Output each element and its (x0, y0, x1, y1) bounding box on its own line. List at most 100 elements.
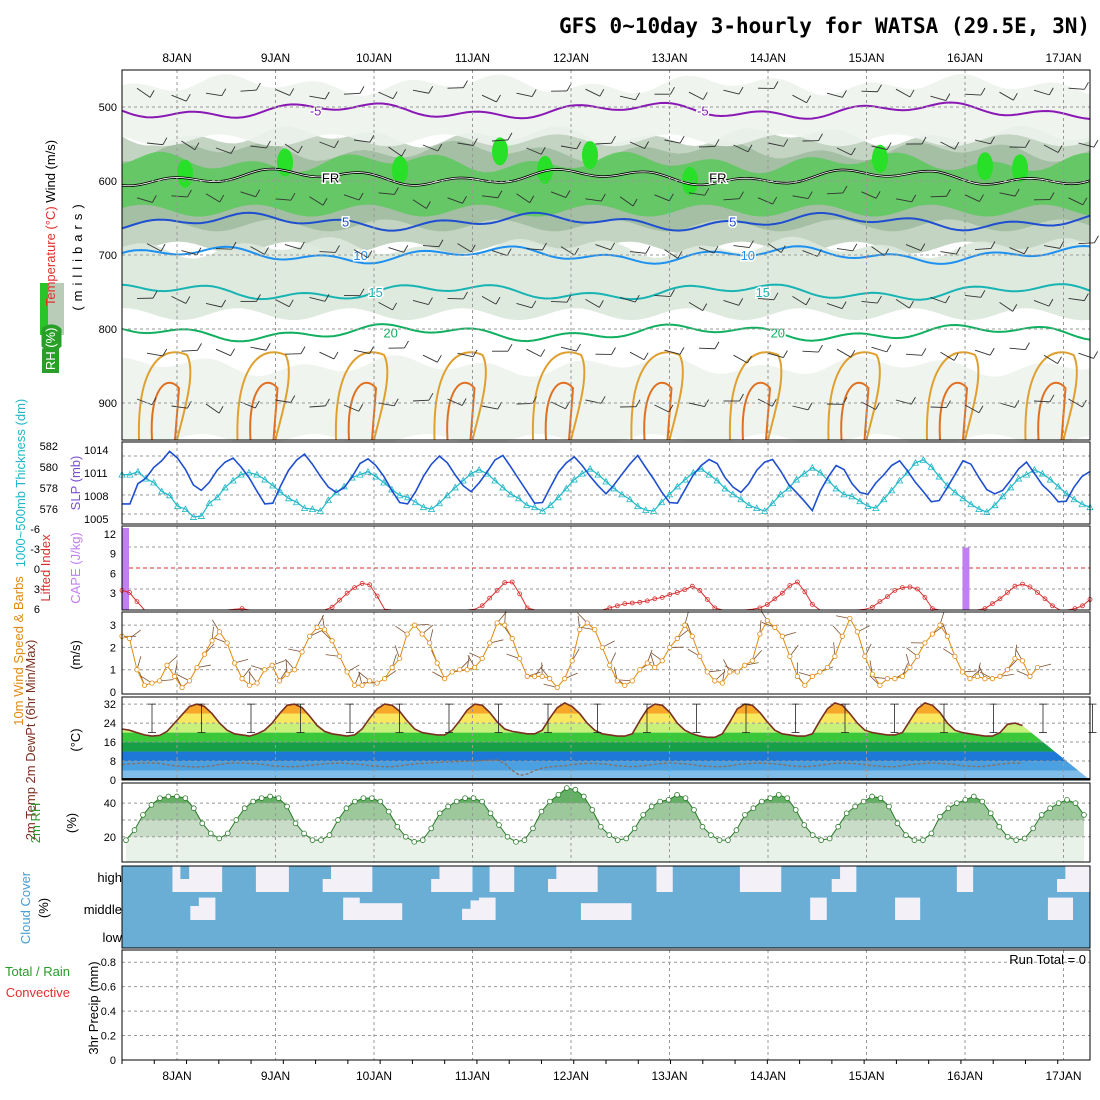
cloud-bar-middle (1013, 892, 1023, 920)
wind-speed-point (787, 653, 793, 659)
rh-point (487, 810, 494, 817)
thickness-point (1006, 483, 1015, 491)
cloud-bar-high (931, 866, 941, 892)
temp-band (122, 704, 1090, 714)
svg-text:SLP (mb): SLP (mb) (68, 456, 83, 511)
wind-speed-point (607, 662, 613, 668)
wind-speed-point (832, 653, 838, 659)
cloud-bar-low (835, 920, 845, 948)
cloud-bar-middle (962, 892, 972, 920)
thickness-point (1078, 500, 1086, 508)
wind-barb-flag (149, 90, 155, 98)
cloud-bar-low (1065, 920, 1074, 948)
rh-point (352, 798, 358, 805)
wind-speed-point (569, 658, 575, 664)
wind-speed-point (359, 682, 365, 688)
rh-point (386, 808, 392, 815)
cloud-bar-low (1073, 920, 1083, 948)
svg-text:2m Temp 2m DewPt (6hr Min/Max): 2m Temp 2m DewPt (6hr Min/Max) (23, 640, 38, 841)
cloud-bar-middle (444, 892, 454, 920)
wind-barb-flag (529, 195, 535, 203)
wind-barb (319, 351, 335, 360)
wind-barb-flag (219, 194, 225, 203)
isotherm-line (121, 211, 1091, 232)
cloud-bar-middle (555, 892, 564, 920)
wind-barb-flag (540, 147, 546, 155)
cloud-bar-high (238, 866, 248, 892)
isotherm-label: FR (322, 170, 339, 185)
wind-barb-flag (668, 404, 674, 413)
cloud-bar-high (372, 866, 382, 892)
wind-speed-point (299, 649, 305, 655)
wind-barb (836, 248, 853, 252)
cloud-bar-low (302, 920, 312, 948)
thickness-point (991, 501, 999, 509)
thickness-point (475, 465, 483, 473)
rh-point (275, 795, 282, 801)
cloud-bar-low (228, 920, 238, 948)
wind-barb-flag (1049, 394, 1055, 403)
rh-label: 2m RH (28, 803, 43, 843)
cloud-bar-low (327, 920, 336, 948)
wind-barb-flag (877, 295, 882, 304)
wind-barb-flag (196, 247, 202, 255)
wind-speed-point (592, 626, 598, 633)
svg-text:(°C): (°C) (68, 728, 83, 751)
wind-speed-point (764, 618, 770, 624)
wind-barb-flag (945, 93, 951, 101)
cloud-bar-high (822, 866, 832, 892)
cloud-bar-middle (597, 892, 607, 904)
precip-panel: 0.8 0.6 0.4 0.2 0 (101, 949, 1091, 1067)
dewpoint-line (121, 759, 1023, 777)
svg-text:Lifted Index: Lifted Index (38, 534, 53, 602)
wind-barb-flag (497, 190, 503, 198)
cloud-bar-middle (257, 892, 267, 920)
pressure-tick: 900 (99, 398, 117, 410)
wind-speed-point (884, 676, 890, 682)
upper-side-label: RH (%) Temperature (°C) Wind (m/s) (39, 140, 62, 374)
rh-point (843, 810, 850, 817)
cloud-bar-middle (147, 892, 157, 920)
cloud-bar-low (934, 920, 943, 948)
wind-barb-flag (401, 148, 406, 157)
wind-barb-flag (194, 142, 200, 150)
wind-barb-flag (643, 352, 649, 360)
wind-speed-point (899, 673, 906, 680)
wind-speed-point (209, 638, 215, 644)
day-label-bottom: 11JAN (455, 1069, 490, 1083)
rh-point (233, 817, 240, 823)
wind-barb-flag (394, 187, 399, 195)
wind-barb (688, 91, 704, 100)
cloud-bar-low (1032, 920, 1042, 948)
wind-barb-flag (221, 88, 227, 96)
cloud-bar-middle (1047, 892, 1057, 898)
rh-point (691, 807, 697, 813)
wind-barb-flag (877, 84, 882, 92)
cloud-bar-high (1006, 866, 1016, 892)
cloud-bar-low (146, 920, 156, 948)
cloud-bar-middle (538, 892, 547, 920)
wind-barb (999, 91, 1014, 101)
wind-barb-flag (463, 80, 468, 88)
wind-barb-flag (576, 141, 582, 150)
wind-barb (491, 139, 508, 142)
wind-barb (999, 302, 1014, 312)
cloud-bar-middle (122, 892, 131, 920)
wind-barb (319, 141, 335, 149)
cloud-bar-high (806, 866, 816, 892)
wind-barb-flag (886, 142, 892, 150)
thickness-point (538, 507, 547, 515)
thickness-point (356, 470, 364, 478)
wind-barb-flag (704, 188, 710, 196)
thickness-point (602, 477, 610, 485)
cloud-bar-high (597, 866, 607, 892)
wind-barb (388, 247, 404, 253)
cloud-bar-high (948, 866, 957, 892)
wind-barb-flag (187, 189, 192, 198)
wind-speed-point (472, 664, 478, 671)
thickness-point (681, 475, 690, 483)
cloud-bar-middle (478, 892, 488, 898)
rh-band (126, 836, 1084, 862)
wind-barb (871, 346, 887, 353)
cloud-bar-low (179, 920, 189, 948)
